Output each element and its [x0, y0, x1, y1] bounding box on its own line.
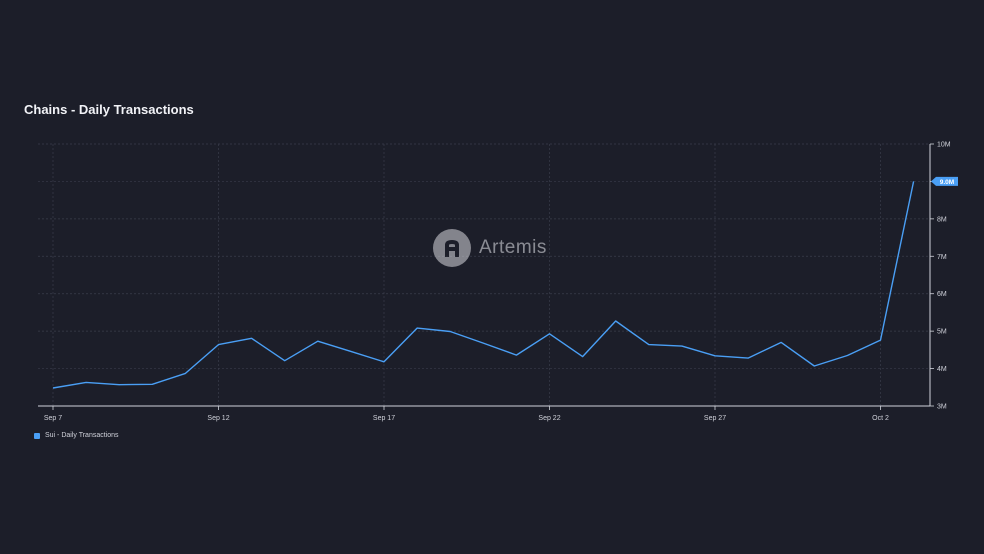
y-tick-label: 5M: [937, 329, 947, 336]
last-value-badge: [931, 176, 958, 186]
x-tick-label: Sep 22: [538, 415, 560, 422]
x-tick-label: Sep 27: [704, 415, 726, 422]
series-layer[interactable]: [51, 179, 917, 391]
artemis-logo-icon: [433, 229, 471, 267]
x-tick-label: Oct 2: [872, 415, 889, 422]
legend-label: Sui - Daily Transactions: [45, 432, 119, 439]
y-tick-label: 8M: [937, 216, 947, 223]
legend-swatch: [34, 432, 40, 439]
legend[interactable]: Sui - Daily Transactions: [34, 432, 119, 439]
watermark: Artemis: [433, 229, 547, 267]
last-value-label: 9.0M: [940, 179, 954, 186]
y-tick-label: 6M: [937, 291, 947, 298]
grid-lines: [38, 143, 930, 406]
y-tick-label: 4M: [937, 366, 947, 373]
chart-title: Chains - Daily Transactions: [24, 102, 194, 117]
series-line-sui[interactable]: [52, 181, 915, 389]
y-tick-label: 7M: [937, 254, 947, 261]
watermark-text: Artemis: [479, 237, 547, 258]
x-tick-label: Sep 12: [207, 415, 229, 422]
x-tick-label: Sep 7: [44, 415, 62, 422]
y-tick-label: 3M: [937, 404, 947, 411]
x-tick-label: Sep 17: [373, 415, 395, 422]
axes: [38, 143, 934, 410]
y-tick-label: 10M: [937, 142, 951, 149]
